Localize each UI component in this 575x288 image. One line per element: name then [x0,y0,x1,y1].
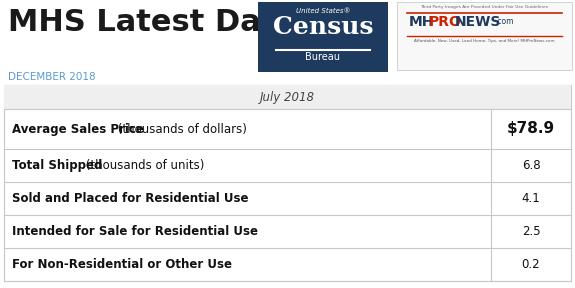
Text: 0.2: 0.2 [522,258,540,271]
Text: 2.5: 2.5 [522,225,540,238]
Text: United States®: United States® [296,8,350,14]
FancyBboxPatch shape [4,85,571,281]
FancyBboxPatch shape [258,2,388,72]
Text: .com: .com [495,17,513,26]
Text: (thousands of dollars): (thousands of dollars) [114,122,247,135]
Text: 4.1: 4.1 [522,192,540,205]
Text: MH: MH [409,15,434,29]
Text: For Non-Residential or Other Use: For Non-Residential or Other Use [12,258,232,271]
Text: DECEMBER 2018: DECEMBER 2018 [8,72,95,82]
FancyBboxPatch shape [397,2,572,70]
Text: PRO: PRO [429,15,462,29]
Text: Third Party Images Are Provided Under Fair Use Guidelines: Third Party Images Are Provided Under Fa… [420,5,549,9]
Text: July 2018: July 2018 [260,90,315,103]
Text: $78.9: $78.9 [507,122,555,137]
Text: Sold and Placed for Residential Use: Sold and Placed for Residential Use [12,192,248,205]
Text: Average Sales Price: Average Sales Price [12,122,144,135]
Text: Census: Census [273,15,373,39]
Text: MHS Latest Data: MHS Latest Data [8,8,296,37]
Text: 6.8: 6.8 [522,159,540,172]
FancyBboxPatch shape [4,85,571,109]
Text: Bureau: Bureau [305,52,340,62]
Text: Affordable, New, Used, Land Home, Tips, and More! MHProNews.com: Affordable, New, Used, Land Home, Tips, … [414,39,555,43]
Text: NEWS: NEWS [455,15,501,29]
Text: Intended for Sale for Residential Use: Intended for Sale for Residential Use [12,225,258,238]
Text: Total Shipped: Total Shipped [12,159,102,172]
Text: (thousands of units): (thousands of units) [82,159,204,172]
